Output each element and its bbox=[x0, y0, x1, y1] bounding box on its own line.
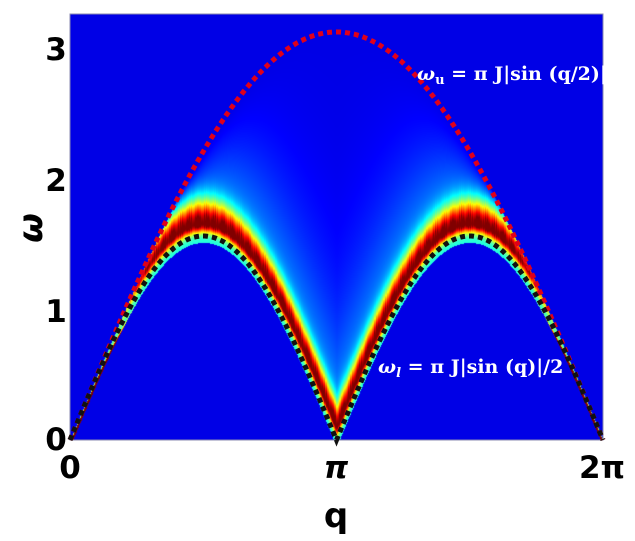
upper-annotation-subscript: u bbox=[435, 73, 444, 88]
lower-annotation-formula: = π J|sin (q)|/2 bbox=[401, 356, 563, 378]
lower-curve-annotation: ωl = π J|sin (q)|/2 bbox=[378, 356, 563, 381]
heatmap-spectrum bbox=[70, 14, 603, 440]
y-tick-label-2: 2 bbox=[45, 163, 67, 199]
upper-annotation-formula: = π J|sin (q/2)| bbox=[445, 63, 607, 85]
x-tick-label-0: 0 bbox=[59, 450, 81, 486]
upper-curve-annotation: ωu = π J|sin (q/2)| bbox=[417, 63, 607, 88]
upper-annotation-omega: ω bbox=[417, 63, 435, 85]
x-tick-label-2pi: 2π bbox=[579, 450, 625, 486]
y-tick-label-1: 1 bbox=[45, 294, 67, 330]
lower-curve-dotted-line bbox=[67, 233, 606, 447]
y-tick-label-3: 3 bbox=[45, 32, 67, 68]
lower-annotation-subscript: l bbox=[396, 366, 401, 381]
y-axis-label: ω bbox=[11, 213, 51, 243]
y-tick-label-0: 0 bbox=[45, 422, 67, 458]
lower-annotation-omega: ω bbox=[378, 356, 396, 378]
x-tick-label-pi: π bbox=[324, 450, 349, 486]
x-axis-label: q bbox=[324, 496, 348, 536]
upper-curve-dotted-line bbox=[67, 29, 606, 441]
